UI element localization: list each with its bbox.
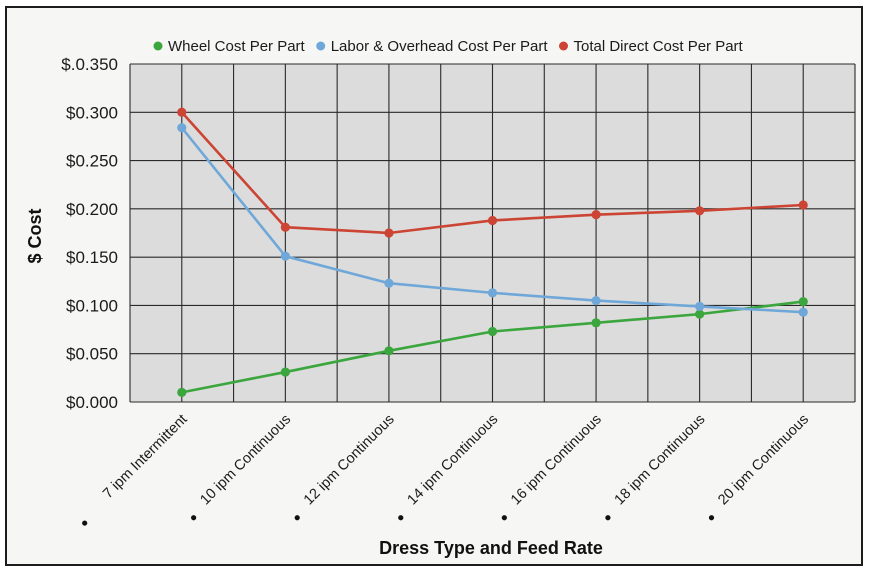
x-tick-label: 18 ipm Continuous [612,412,709,509]
category-bullet [708,515,715,521]
y-axis-ticks: $0.000 $0.050 $0.100 $0.150 $0.200 $0.250 $0.3… [61,55,118,412]
data-point-total-direct-cost-per-part [384,228,394,238]
legend-marker [153,41,163,51]
category-bullet [605,515,611,521]
x-tick-label: 7 ipm Intermittent [100,412,191,503]
series-layer [177,107,808,397]
x-axis-categories: 7 ipm Intermittent 10 ipm Continuous 12 ip… [82,412,812,526]
y-tick-label: $0.000 [66,393,118,412]
legend-label: Wheel Cost Per Part [168,38,306,55]
category-bullet [398,515,404,521]
y-tick-label: $0.300 [66,103,118,122]
data-point-wheel-cost-per-part [177,387,187,397]
legend-marker [316,41,326,51]
grid [129,63,856,403]
data-point-labor-overhead-cost-per-part [798,307,808,317]
x-tick-label: 16 ipm Continuous [508,412,605,509]
data-point-wheel-cost-per-part [591,318,601,328]
data-point-wheel-cost-per-part [280,367,290,377]
y-tick-label: $0.100 [66,296,118,315]
data-point-wheel-cost-per-part [384,346,394,356]
x-axis-title: Dress Type and Feed Rate [379,538,603,558]
legend-label: Total Direct Cost Per Part [574,38,744,55]
data-point-wheel-cost-per-part [695,309,705,319]
y-tick-label: $0.150 [66,248,118,267]
legend-label: Labor & Overhead Cost Per Part [331,38,549,55]
data-point-total-direct-cost-per-part [798,200,808,210]
category-bullet [294,515,300,521]
x-tick-label: 10 ipm Continuous [197,412,294,509]
y-tick-label: $0.250 [66,152,118,171]
data-point-wheel-cost-per-part [487,326,498,337]
data-point-labor-overhead-cost-per-part [695,301,705,311]
category-bullet [501,515,507,521]
x-tick-label: 20 ipm Continuous [715,412,812,509]
data-point-total-direct-cost-per-part [177,107,187,117]
legend: Wheel Cost Per Part Labor & Overhead Cost… [153,38,744,55]
legend-marker [559,41,568,51]
y-tick-label: $0.200 [66,200,118,219]
data-point-labor-overhead-cost-per-part [280,251,290,261]
y-tick-label: $0.050 [66,345,118,364]
category-bullet [82,520,88,526]
data-point-labor-overhead-cost-per-part [591,296,601,306]
x-tick-label: 12 ipm Continuous [301,412,398,509]
x-tick-label: 14 ipm Continuous [405,412,502,509]
data-point-total-direct-cost-per-part [487,215,498,226]
data-point-wheel-cost-per-part [798,296,808,307]
y-axis-title: $ Cost [25,208,45,263]
data-point-labor-overhead-cost-per-part [177,123,187,133]
y-tick-label: $.0.350 [61,55,118,74]
data-point-labor-overhead-cost-per-part [384,278,394,288]
data-point-total-direct-cost-per-part [695,206,705,216]
data-point-total-direct-cost-per-part [591,210,601,220]
data-point-labor-overhead-cost-per-part [487,288,498,298]
data-point-total-direct-cost-per-part [280,222,290,232]
category-bullet [191,515,197,521]
